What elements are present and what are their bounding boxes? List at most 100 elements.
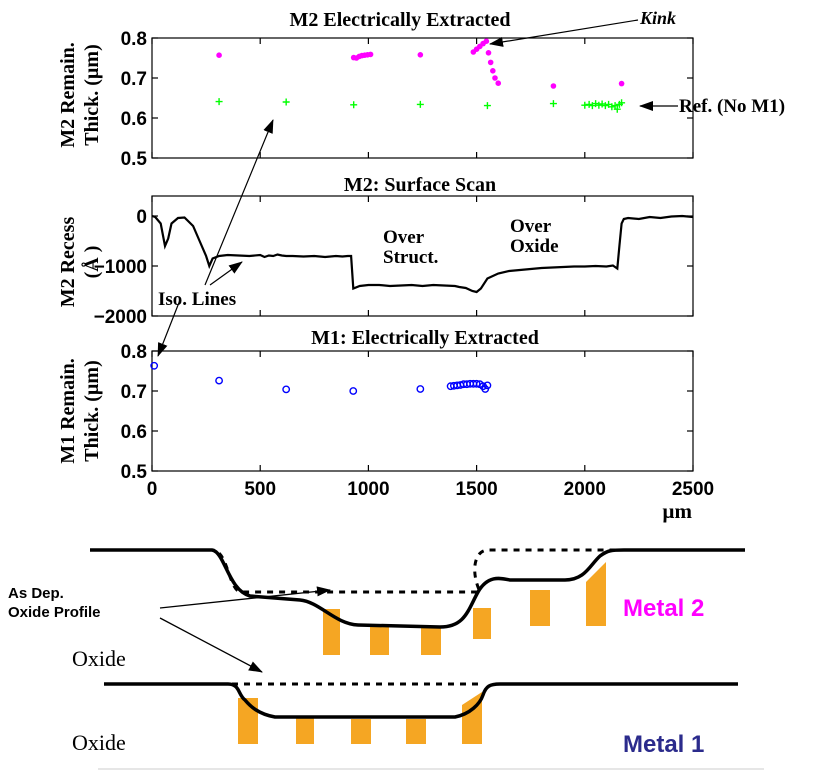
xtick-label: 1000 xyxy=(347,479,389,500)
data-point xyxy=(282,98,290,106)
data-point xyxy=(492,75,498,81)
ytick-label: 0 xyxy=(136,207,147,228)
data-point xyxy=(618,99,626,107)
panel-m1-extracted: M1: Electrically Extracted M1 Remain. Th… xyxy=(57,327,714,523)
data-point xyxy=(417,52,424,58)
data-point xyxy=(367,51,374,58)
panel-m2-extracted: M2 Electrically Extracted M2 Remain. Thi… xyxy=(57,8,785,170)
ref-label: Ref. (No M1) xyxy=(679,96,785,117)
xtick-label: 2500 xyxy=(672,479,714,500)
metal2-label: Metal 2 xyxy=(623,595,704,622)
data-point xyxy=(472,379,481,388)
metal2-plug xyxy=(530,590,550,626)
data-point xyxy=(349,387,358,395)
panel3-ylabel: M1 Remain. Thick. (µm) xyxy=(57,358,103,464)
over-struct-line1: Over xyxy=(383,227,425,248)
data-point xyxy=(483,381,492,390)
metal2-plug xyxy=(586,562,606,626)
data-point xyxy=(495,80,502,86)
ytick-label: −2000 xyxy=(94,307,147,328)
ytick-label: 0.7 xyxy=(121,69,147,90)
data-point xyxy=(215,376,223,385)
cross-section-diagram: As Dep. Oxide Profile Oxide Oxide Metal … xyxy=(8,548,764,770)
data-point xyxy=(618,80,625,87)
ytick-label: 0.5 xyxy=(121,149,148,170)
iso-arrow-2 xyxy=(209,261,243,286)
metal1-surface xyxy=(104,682,738,719)
data-point xyxy=(216,52,222,58)
ytick-label: 0.7 xyxy=(121,382,147,403)
data-point xyxy=(598,100,606,108)
metal1-plug xyxy=(296,718,314,744)
xtick-label: 1500 xyxy=(455,479,497,500)
panel3-ylabel-line1: M1 Remain. xyxy=(57,358,79,464)
panel-m2-surface-scan: M2: Surface Scan M2 Recess (Å ) −2000 −10… xyxy=(57,119,694,357)
metal2-plug xyxy=(323,609,340,655)
data-point xyxy=(282,385,291,394)
as-dep-arrow-2 xyxy=(159,617,263,673)
ytick-label: 0.6 xyxy=(121,109,147,130)
panel2-title: M2: Surface Scan xyxy=(344,174,496,196)
data-point xyxy=(585,100,593,108)
ytick-label: 0.8 xyxy=(121,342,147,363)
data-point xyxy=(581,101,589,109)
panel3-ticks: 0.5 0.6 0.7 0.8 0 500 1000 1500 2000 2500 xyxy=(121,342,715,500)
data-point xyxy=(350,101,358,109)
panel2-ticks: −2000 −1000 0 xyxy=(94,196,694,328)
data-point xyxy=(608,103,616,111)
metal2-plug xyxy=(370,624,389,655)
data-point xyxy=(416,385,425,393)
panel3-title: M1: Electrically Extracted xyxy=(311,327,539,349)
panel1-ticks: 0.5 0.6 0.7 0.8 xyxy=(121,29,694,170)
data-point xyxy=(613,105,621,113)
panel2-ylabel: M2 Recess (Å ) xyxy=(57,217,103,308)
xtick-label: 0 xyxy=(147,479,158,500)
panel2-ylabel-line1: M2 Recess xyxy=(57,217,79,308)
metal1-plug xyxy=(406,719,426,744)
panel2-ylabel-line2: (Å ) xyxy=(80,246,103,279)
kink-arrow xyxy=(489,19,639,47)
ytick-label: 0.5 xyxy=(121,462,148,483)
iso-arrow-1 xyxy=(204,119,274,286)
over-struct-line2: Struct. xyxy=(383,247,438,268)
data-point xyxy=(490,68,496,74)
data-point xyxy=(611,102,619,110)
x-unit-label: µm xyxy=(662,499,692,523)
kink-label: Kink xyxy=(639,8,676,28)
metal2-surface xyxy=(90,548,745,629)
data-point xyxy=(485,50,492,56)
metal1-plug xyxy=(351,719,371,744)
oxide-label-lower: Oxide xyxy=(72,730,126,755)
as-dep-arrow-1 xyxy=(159,586,331,609)
as-dep-label-line2: Oxide Profile xyxy=(8,604,101,621)
over-oxide-line2: Oxide xyxy=(510,236,559,257)
data-point xyxy=(150,361,159,370)
panel2-axes xyxy=(151,195,694,317)
panel1-ylabel: M2 Remain. Thick. (µm) xyxy=(57,42,103,148)
panel3-ylabel-line2: Thick. (µm) xyxy=(81,360,103,462)
data-point xyxy=(483,102,491,110)
xtick-label: 2000 xyxy=(564,479,606,500)
panel2-marks xyxy=(151,214,694,294)
panel3-marks xyxy=(150,361,492,395)
as-dep-profile-m2 xyxy=(184,548,620,594)
xtick-label: 500 xyxy=(244,479,276,500)
panel1-title: M2 Electrically Extracted xyxy=(289,9,510,31)
oxide-label-upper: Oxide xyxy=(72,646,126,671)
metal1-label: Metal 1 xyxy=(623,731,704,758)
data-point xyxy=(215,98,223,106)
iso-lines-label: Iso. Lines xyxy=(158,289,236,310)
panel1-marks xyxy=(215,38,626,113)
metal2-plug xyxy=(421,626,441,655)
data-point xyxy=(416,100,424,108)
panel1-ylabel-line1: M2 Remain. xyxy=(57,42,79,148)
over-oxide-line1: Over xyxy=(510,216,552,237)
as-dep-label-line1: As Dep. xyxy=(8,585,64,602)
panel3-axes xyxy=(151,350,694,472)
data-point xyxy=(483,38,490,44)
iso-arrow-3 xyxy=(157,299,181,357)
data-point xyxy=(549,100,557,108)
metal2-plug xyxy=(473,608,491,639)
ytick-label: −1000 xyxy=(94,257,147,278)
